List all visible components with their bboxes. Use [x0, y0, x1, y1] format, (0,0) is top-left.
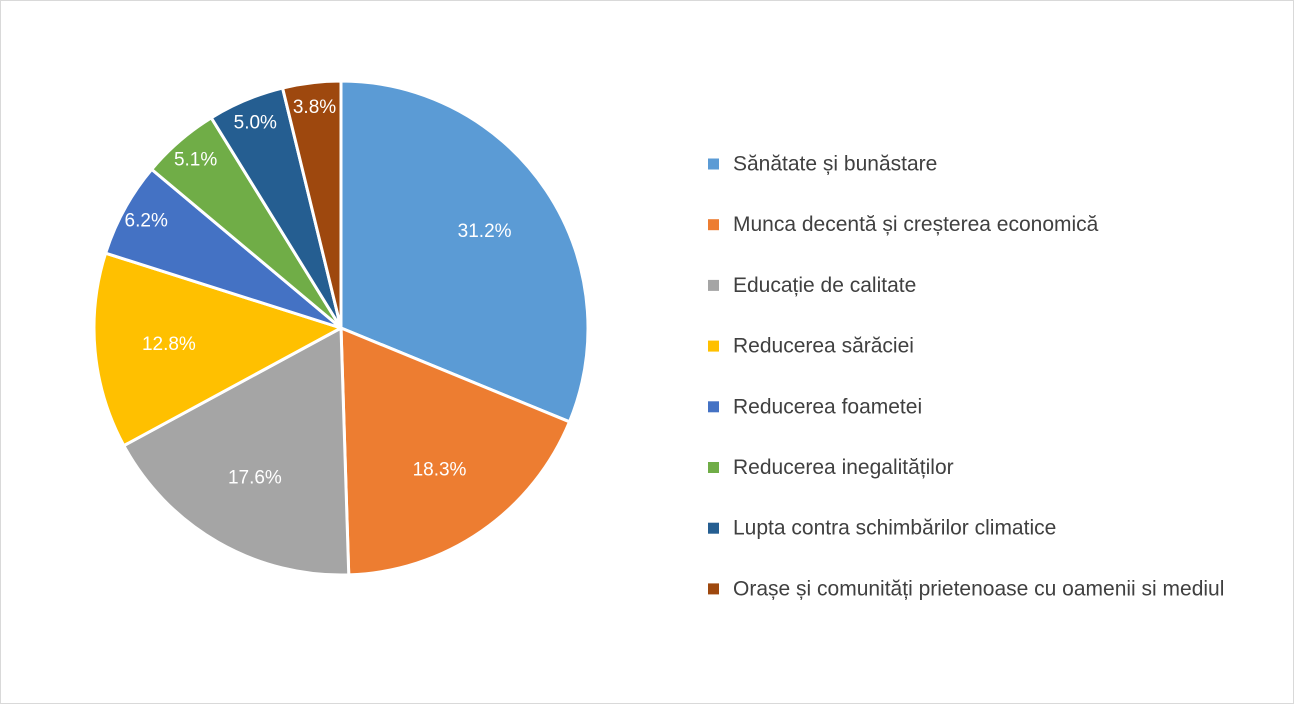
pie-slice-reducerea-saraciei	[92, 251, 343, 448]
pie-slice-sanatate-si-bunastare	[339, 79, 590, 424]
legend-item-educatie-de-calitate: Educație de calitate	[708, 274, 916, 297]
data-label-sanatate-si-bunastare: 31.2%	[458, 221, 512, 242]
legend-label: Munca decentă și creșterea economică	[733, 213, 1099, 236]
pie-slice-educatie-de-calitate	[122, 326, 351, 577]
legend-item-lupta-contra-schimbarilor-climatice: Lupta contra schimbărilor climatice	[708, 517, 1056, 540]
legend-swatch	[708, 401, 719, 413]
legend-swatch	[708, 462, 719, 473]
legend-label: Reducerea sărăciei	[733, 335, 914, 358]
legend-swatch	[708, 158, 719, 170]
legend-item-orase-si-comunitati-prietenoase-cu-oamenii-si-mediul: Orașe și comunități prietenoase cu oamen…	[708, 577, 1224, 600]
data-labels: 31.2% 18.3% 17.6% 12.8% 6.2% 5.1% 5.0% 3.8%	[125, 97, 512, 489]
pie-slices	[92, 79, 590, 577]
legend-item-reducerea-inegalitatilor: Reducerea inegalităților	[708, 456, 954, 479]
data-label-munca-decenta-si-cresterea-economica: 18.3%	[413, 460, 467, 481]
legend-label: Sănătate și bunăstare	[733, 153, 937, 176]
legend-swatch	[708, 219, 719, 231]
legend-label: Educație de calitate	[733, 274, 916, 297]
legend-label: Reducerea inegalităților	[733, 456, 954, 479]
legend-item-reducerea-foametei: Reducerea foametei	[708, 395, 922, 418]
legend-swatch	[708, 340, 719, 352]
pie-slice-munca-decenta-si-cresterea-economica	[339, 326, 571, 577]
legend-item-reducerea-saraciei: Reducerea sărăciei	[708, 335, 914, 358]
legend-item-munca-decenta-si-cresterea-economica: Munca decentă și creșterea economică	[708, 213, 1099, 236]
legend-label: Orașe și comunități prietenoase cu oamen…	[733, 577, 1224, 600]
legend-label: Reducerea foametei	[733, 395, 922, 418]
legend: Sănătate și bunăstare Munca decentă și cr…	[708, 153, 1224, 600]
pie-slice-orase-si-comunitati-prietenoase-cu-oamenii-si-mediul	[281, 79, 343, 330]
data-label-reducerea-saraciei: 12.8%	[142, 334, 196, 355]
legend-swatch	[708, 279, 719, 291]
data-label-educatie-de-calitate: 17.6%	[228, 467, 282, 488]
data-label-reducerea-inegalitatilor: 5.1%	[174, 149, 217, 170]
data-label-reducerea-foametei: 6.2%	[125, 210, 168, 231]
data-label-orase-si-comunitati-prietenoase-cu-oamenii-si-mediul: 3.8%	[293, 97, 336, 118]
legend-swatch	[708, 583, 719, 595]
legend-item-sanatate-si-bunastare: Sănătate și bunăstare	[708, 153, 937, 176]
legend-swatch	[708, 522, 719, 534]
data-label-lupta-contra-schimbarilor-climatice: 5.0%	[234, 112, 277, 133]
legend-label: Lupta contra schimbărilor climatice	[733, 517, 1056, 540]
